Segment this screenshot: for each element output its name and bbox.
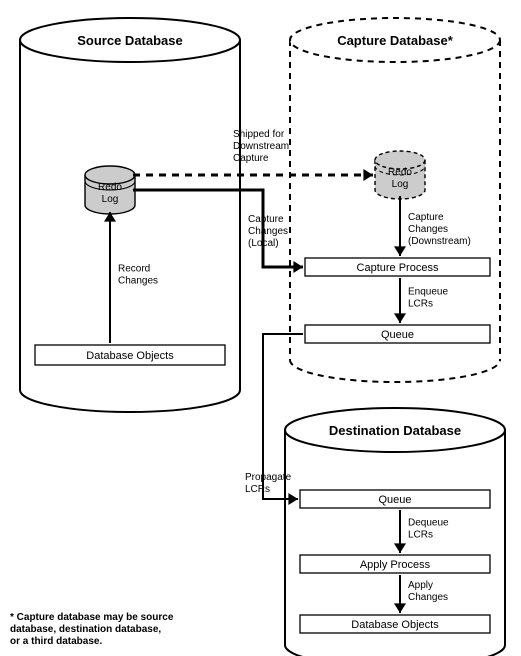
- source-db-cylinder: [20, 390, 240, 412]
- arrow-record-changes-label: Record: [118, 264, 150, 275]
- arrow-record-changes-label: Changes: [118, 276, 158, 287]
- footnote-text: * Capture database may be source: [10, 612, 174, 623]
- arrow-dequeue-lcrs-label: Dequeue: [408, 518, 449, 529]
- arrow-head: [394, 313, 406, 323]
- arrow-enqueue-lcrs-label: LCRs: [408, 299, 433, 310]
- arrow-shipped-label: Capture: [233, 153, 269, 164]
- dest-db-objects-label: Database Objects: [351, 619, 439, 631]
- arrow-head: [293, 261, 303, 273]
- footnote-text: database, destination database,: [10, 624, 161, 635]
- source-redo-log-label: Log: [102, 194, 119, 205]
- arrow-dequeue-lcrs-label: LCRs: [408, 530, 433, 541]
- apply-process-box-label: Apply Process: [360, 559, 431, 571]
- arrow-capture-local-label: Changes: [248, 226, 288, 237]
- arrow-propagate-label: Propagate: [245, 472, 292, 483]
- arrow-apply-changes-label: Apply: [408, 580, 433, 591]
- dest-db-cylinder: [285, 645, 505, 656]
- capture-redo-log-label: Redo: [388, 167, 412, 178]
- source-db-objects-label: Database Objects: [86, 350, 174, 362]
- source-redo-log-label: Redo: [98, 182, 122, 193]
- arrow-head: [288, 493, 298, 505]
- source-db-title: Source Database: [77, 33, 183, 48]
- arrow-head: [394, 246, 406, 256]
- capture-db-cylinder: [290, 360, 500, 382]
- arrow-head: [394, 603, 406, 613]
- arrow-capture-local-label: Capture: [248, 214, 284, 225]
- capture-redo-log-label: Log: [392, 179, 409, 190]
- dest-db-title: Destination Database: [329, 423, 461, 438]
- arrow-head: [363, 169, 373, 181]
- arrow-capture-local-label: (Local): [248, 238, 279, 249]
- arrow-capture-downstream-label: Capture: [408, 212, 444, 223]
- capture-queue-box-label: Queue: [381, 329, 414, 341]
- arrow-capture-downstream-label: (Downstream): [408, 236, 471, 247]
- arrow-shipped-label: Downstream: [233, 141, 289, 152]
- arrow-capture-downstream-label: Changes: [408, 224, 448, 235]
- arrow-propagate-label: LCRs: [245, 484, 270, 495]
- dest-queue-box-label: Queue: [378, 494, 411, 506]
- arrow-head: [394, 543, 406, 553]
- capture-process-box-label: Capture Process: [357, 262, 439, 274]
- footnote-text: or a third database.: [10, 636, 102, 647]
- capture-db-title: Capture Database*: [337, 33, 454, 48]
- arrow-shipped-label: Shipped for: [233, 129, 285, 140]
- arrow-enqueue-lcrs-label: Enqueue: [408, 287, 448, 298]
- arrow-apply-changes-label: Changes: [408, 592, 448, 603]
